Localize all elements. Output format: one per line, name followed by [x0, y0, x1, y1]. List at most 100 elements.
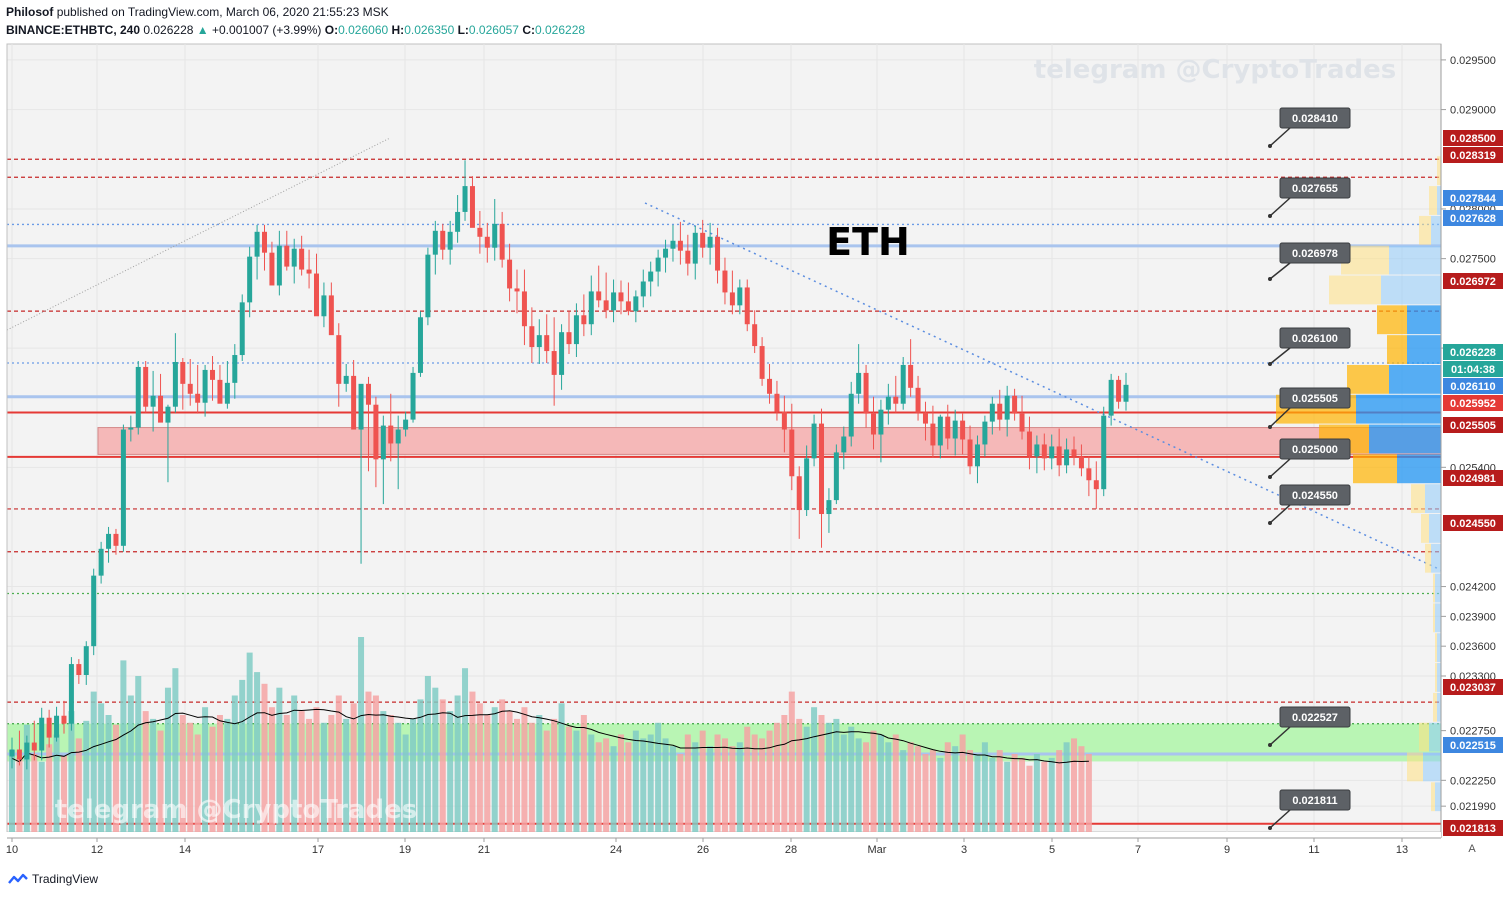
candle-body: [878, 409, 884, 435]
candle-body: [195, 393, 201, 403]
candle-body: [336, 335, 342, 384]
volume-bar: [75, 738, 82, 832]
candle-body: [1116, 379, 1122, 402]
price-axis-labels: 0.0295000.0290000.0280000.0275000.026600…: [1441, 55, 1503, 836]
profile-up: [1429, 514, 1441, 543]
time-tick-label: 13: [1396, 844, 1408, 856]
callout-label: 0.025000: [1292, 444, 1338, 456]
candle-body: [1019, 413, 1025, 432]
candle-body: [1056, 446, 1062, 466]
price-axis[interactable]: [1441, 44, 1511, 832]
volume-bar: [580, 715, 587, 832]
candle-body: [744, 287, 750, 325]
time-tick-label: 3: [961, 844, 967, 856]
volume-bar: [662, 738, 669, 832]
volume-bar: [1078, 746, 1085, 832]
callout-pointer: [1269, 127, 1291, 147]
auto-scale-button[interactable]: [1460, 840, 1484, 856]
volume-bar: [766, 730, 773, 832]
volume-bar: [825, 722, 832, 832]
publish-info: Philosof published on TradingView.com, M…: [6, 5, 389, 19]
profile-down: [1435, 663, 1437, 692]
candle-body: [395, 429, 401, 444]
candle-body: [767, 378, 773, 394]
volume-bar: [885, 742, 892, 832]
candle-body: [76, 664, 82, 675]
price-label-box: [1443, 737, 1503, 753]
volume-bar: [1041, 761, 1048, 832]
volume-bar: [320, 722, 327, 832]
volume-bar: [855, 738, 862, 832]
candle-body: [455, 211, 461, 232]
volume-bar: [447, 711, 454, 832]
price-label: 0.027628: [1450, 213, 1496, 225]
callout-pointer: [1269, 726, 1291, 746]
volume-bar: [83, 720, 90, 832]
candle-body: [68, 664, 74, 724]
candle-body: [596, 291, 602, 301]
price-tick-label: 0.022250: [1450, 775, 1496, 787]
candle-body: [655, 257, 661, 272]
candle-body: [1123, 384, 1129, 402]
volume-bar: [543, 730, 550, 832]
volume-bar: [915, 746, 922, 832]
candle-body: [833, 452, 839, 501]
callout-pointer: [1269, 347, 1291, 365]
pink-zone: [97, 427, 1442, 455]
candle-body: [692, 232, 698, 264]
candle-body: [113, 533, 119, 546]
candle-body: [210, 369, 216, 380]
volume-bar: [714, 734, 721, 832]
candle-body: [1049, 446, 1055, 459]
price-label: 0.026110: [1450, 381, 1495, 393]
candle-body: [247, 256, 253, 303]
tradingview-logo[interactable]: TradingView: [8, 872, 98, 886]
candle-body: [135, 366, 141, 428]
candle-body: [1078, 456, 1084, 469]
callout-dot: [1268, 521, 1272, 525]
trendline-descending: [644, 202, 1442, 571]
candle-body: [1108, 379, 1114, 416]
eth-annotation: ETH: [826, 220, 910, 264]
volume-bar: [551, 718, 558, 832]
candle-body: [915, 387, 921, 413]
high-value: 0.026350: [404, 23, 455, 37]
price-label-box: [1443, 210, 1503, 226]
volume-bar: [840, 734, 847, 832]
candle-body: [811, 423, 817, 459]
volume-bar: [410, 718, 417, 832]
candle-body: [388, 425, 394, 444]
candle-body: [365, 383, 371, 405]
callout-label: 0.027655: [1292, 183, 1338, 195]
volume-bar: [23, 724, 30, 832]
profile-up: [1407, 305, 1441, 335]
author: Philosof: [6, 5, 54, 19]
candle-body: [967, 439, 973, 467]
volume-bar: [157, 730, 164, 832]
time-axis[interactable]: [0, 832, 1441, 860]
volume-bar: [514, 718, 521, 832]
candle-body: [774, 393, 780, 412]
volume-bar: [773, 722, 780, 832]
profile-up: [1407, 335, 1441, 364]
candle-body: [269, 252, 275, 286]
time-tick-label: 14: [179, 844, 191, 856]
profile-down: [1433, 692, 1437, 722]
candle-body: [358, 383, 364, 430]
volume-bar: [46, 744, 53, 832]
volume-bar: [187, 722, 194, 832]
time-tick-label: Mar: [868, 844, 887, 856]
volume-bar: [788, 691, 795, 832]
auto-scale-label[interactable]: A: [1468, 843, 1476, 855]
candle-body: [529, 326, 535, 348]
volume-bar: [313, 707, 320, 832]
candle-body: [172, 361, 178, 407]
candle-body: [106, 533, 112, 549]
profile-down: [1421, 514, 1429, 543]
volume-bar: [268, 707, 275, 832]
callout-pointer: [1269, 407, 1291, 428]
price-label-box: [1443, 273, 1503, 289]
volume-bar: [870, 730, 877, 832]
volume-bar: [291, 695, 298, 832]
